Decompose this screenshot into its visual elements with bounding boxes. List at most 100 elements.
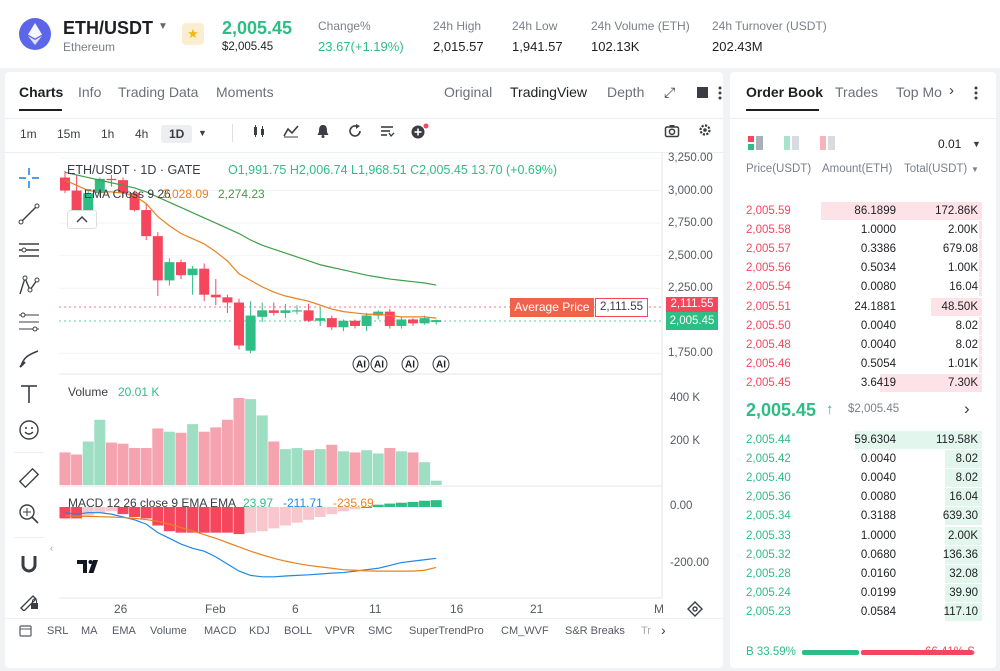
timeframe-15m[interactable]: 15m <box>57 127 81 141</box>
timeframe-4h[interactable]: 4h <box>135 127 149 141</box>
bid-row[interactable]: 2,005.33 1.0000 2.00K <box>746 530 978 544</box>
expand-icon[interactable]: ⤢ <box>664 84 676 100</box>
indicator-truncated[interactable]: Tr <box>641 625 651 637</box>
timeframe-1m[interactable]: 1m <box>20 127 37 141</box>
chevron-down-icon[interactable]: ▼ <box>158 21 168 32</box>
chevron-right-icon[interactable]: › <box>949 82 954 99</box>
crosshair-icon[interactable] <box>18 167 40 193</box>
view-original[interactable]: Original <box>444 84 493 100</box>
star-icon[interactable]: ★ <box>182 23 204 45</box>
chevron-down-icon[interactable]: ▼ <box>971 165 979 174</box>
ask-row[interactable]: 2,005.56 0.5034 1.00K <box>746 262 978 276</box>
emoji-icon[interactable] <box>18 419 40 445</box>
layout-icon[interactable] <box>697 87 708 98</box>
view-depth[interactable]: Depth <box>607 84 645 100</box>
precision-select[interactable]: 0.01 <box>938 137 962 151</box>
indicator-kdj[interactable]: KDJ <box>249 625 270 637</box>
collapse-legend-button[interactable] <box>67 210 97 229</box>
ask-row[interactable]: 2,005.45 3.6419 7.30K <box>746 377 978 391</box>
tab-trading-data[interactable]: Trading Data <box>118 84 199 100</box>
volume-bar <box>419 462 431 485</box>
ruler-icon[interactable] <box>18 467 40 493</box>
ask-row[interactable]: 2,005.54 0.0080 16.04 <box>746 281 978 295</box>
ai-marker[interactable]: AI <box>401 355 419 373</box>
bid-row[interactable]: 2,005.40 0.0040 8.02 <box>746 472 978 486</box>
horizontal-lines-icon[interactable] <box>18 239 40 265</box>
tab-info[interactable]: Info <box>78 84 102 100</box>
indicator-cm-wvf[interactable]: CM_WVF <box>501 625 549 637</box>
bid-row[interactable]: 2,005.36 0.0080 16.04 <box>746 491 978 505</box>
view-asks-icon[interactable] <box>819 134 837 157</box>
more-vertical-icon[interactable] <box>974 85 978 101</box>
tab-moments[interactable]: Moments <box>216 84 274 100</box>
collapse-toolbar-icon[interactable]: ‹ <box>50 543 53 553</box>
text-tool-icon[interactable] <box>18 383 40 409</box>
view-both-icon[interactable] <box>747 134 765 157</box>
brush-icon[interactable] <box>18 347 40 373</box>
add-plus-icon[interactable] <box>408 123 430 145</box>
indicator-vpvr[interactable]: VPVR <box>325 625 355 637</box>
indicator-srl[interactable]: SRL <box>47 625 69 637</box>
ask-row[interactable]: 2,005.51 24.1881 48.50K <box>746 301 978 315</box>
tab-charts[interactable]: Charts <box>19 84 64 100</box>
more-vertical-icon[interactable] <box>718 85 722 101</box>
ask-row[interactable]: 2,005.46 0.5054 1.01K <box>746 358 978 372</box>
tab-top-movers[interactable]: Top Mo <box>896 84 942 100</box>
indicators-icon[interactable] <box>280 123 302 143</box>
mid-price-usd: $2,005.45 <box>848 403 900 415</box>
indicator-smc[interactable]: SMC <box>368 625 393 637</box>
view-bids-icon[interactable] <box>783 134 801 157</box>
tab-order-book[interactable]: Order Book <box>746 84 824 100</box>
bid-row[interactable]: 2,005.42 0.0040 8.02 <box>746 453 978 467</box>
bid-row[interactable]: 2,005.24 0.0199 39.90 <box>746 587 978 601</box>
bid-row[interactable]: 2,005.34 0.3188 639.30 <box>746 510 978 524</box>
ask-row[interactable]: 2,005.48 0.0040 8.02 <box>746 339 978 353</box>
chevron-down-icon[interactable]: ▼ <box>198 128 207 138</box>
candle-body <box>431 320 442 323</box>
ask-row[interactable]: 2,005.50 0.0040 8.02 <box>746 320 978 334</box>
trend-line-icon[interactable] <box>18 203 40 229</box>
camera-icon[interactable] <box>661 123 683 143</box>
auto-scale-icon[interactable] <box>687 601 703 622</box>
ask-depth-bar <box>978 240 982 259</box>
chevron-right-icon[interactable]: › <box>964 399 970 418</box>
indicator-macd[interactable]: MACD <box>204 625 237 637</box>
pattern-icon[interactable] <box>18 275 40 301</box>
timeframe-1h[interactable]: 1h <box>101 127 115 141</box>
candle-type-icon[interactable] <box>248 123 270 143</box>
price-chart[interactable]: AI AI AI AI <box>0 0 730 671</box>
macd-axis-label: 0.00 <box>670 500 693 512</box>
fib-retracement-icon[interactable] <box>18 311 40 337</box>
chevron-right-icon[interactable]: › <box>661 622 666 638</box>
ai-marker[interactable]: AI <box>432 355 450 373</box>
ask-row[interactable]: 2,005.57 0.3386 679.08 <box>746 243 978 257</box>
ask-row[interactable]: 2,005.58 1.0000 2.00K <box>746 224 978 238</box>
indicator-ma[interactable]: MA <box>81 625 98 637</box>
bid-row[interactable]: 2,005.28 0.0160 32.08 <box>746 568 978 582</box>
indicator-supertrendpro[interactable]: SuperTrendPro <box>409 625 484 637</box>
ai-marker[interactable]: AI <box>352 355 370 373</box>
chevron-down-icon[interactable]: ▼ <box>972 139 981 149</box>
indicator-ema[interactable]: EMA <box>112 625 136 637</box>
indicator-sr-breaks[interactable]: S&R Breaks <box>565 625 625 637</box>
lock-drawing-icon[interactable] <box>18 589 40 615</box>
settings-gear-icon[interactable] <box>698 123 712 142</box>
templates-icon[interactable] <box>376 123 398 143</box>
view-tradingview[interactable]: TradingView <box>510 84 588 100</box>
magnet-icon[interactable] <box>18 553 40 579</box>
indicator-boll[interactable]: BOLL <box>284 625 313 637</box>
timeframe-1d[interactable]: 1D <box>161 125 193 143</box>
calendar-icon[interactable] <box>19 624 32 642</box>
ask-row[interactable]: 2,005.59 86.1899 172.86K <box>746 205 978 219</box>
bid-row[interactable]: 2,005.44 59.6304 119.58K <box>746 434 978 448</box>
replay-icon[interactable] <box>344 123 366 143</box>
ask-total: 7.30K <box>947 376 978 389</box>
bid-row[interactable]: 2,005.23 0.0584 117.10 <box>746 606 978 620</box>
tab-trades[interactable]: Trades <box>835 84 879 100</box>
indicator-volume[interactable]: Volume <box>150 625 187 637</box>
ai-marker[interactable]: AI <box>370 355 388 373</box>
alert-icon[interactable] <box>312 123 334 143</box>
zoom-in-icon[interactable] <box>18 503 40 529</box>
bid-row[interactable]: 2,005.32 0.0680 136.36 <box>746 549 978 563</box>
pair-name[interactable]: ETH/USDT <box>63 18 153 38</box>
